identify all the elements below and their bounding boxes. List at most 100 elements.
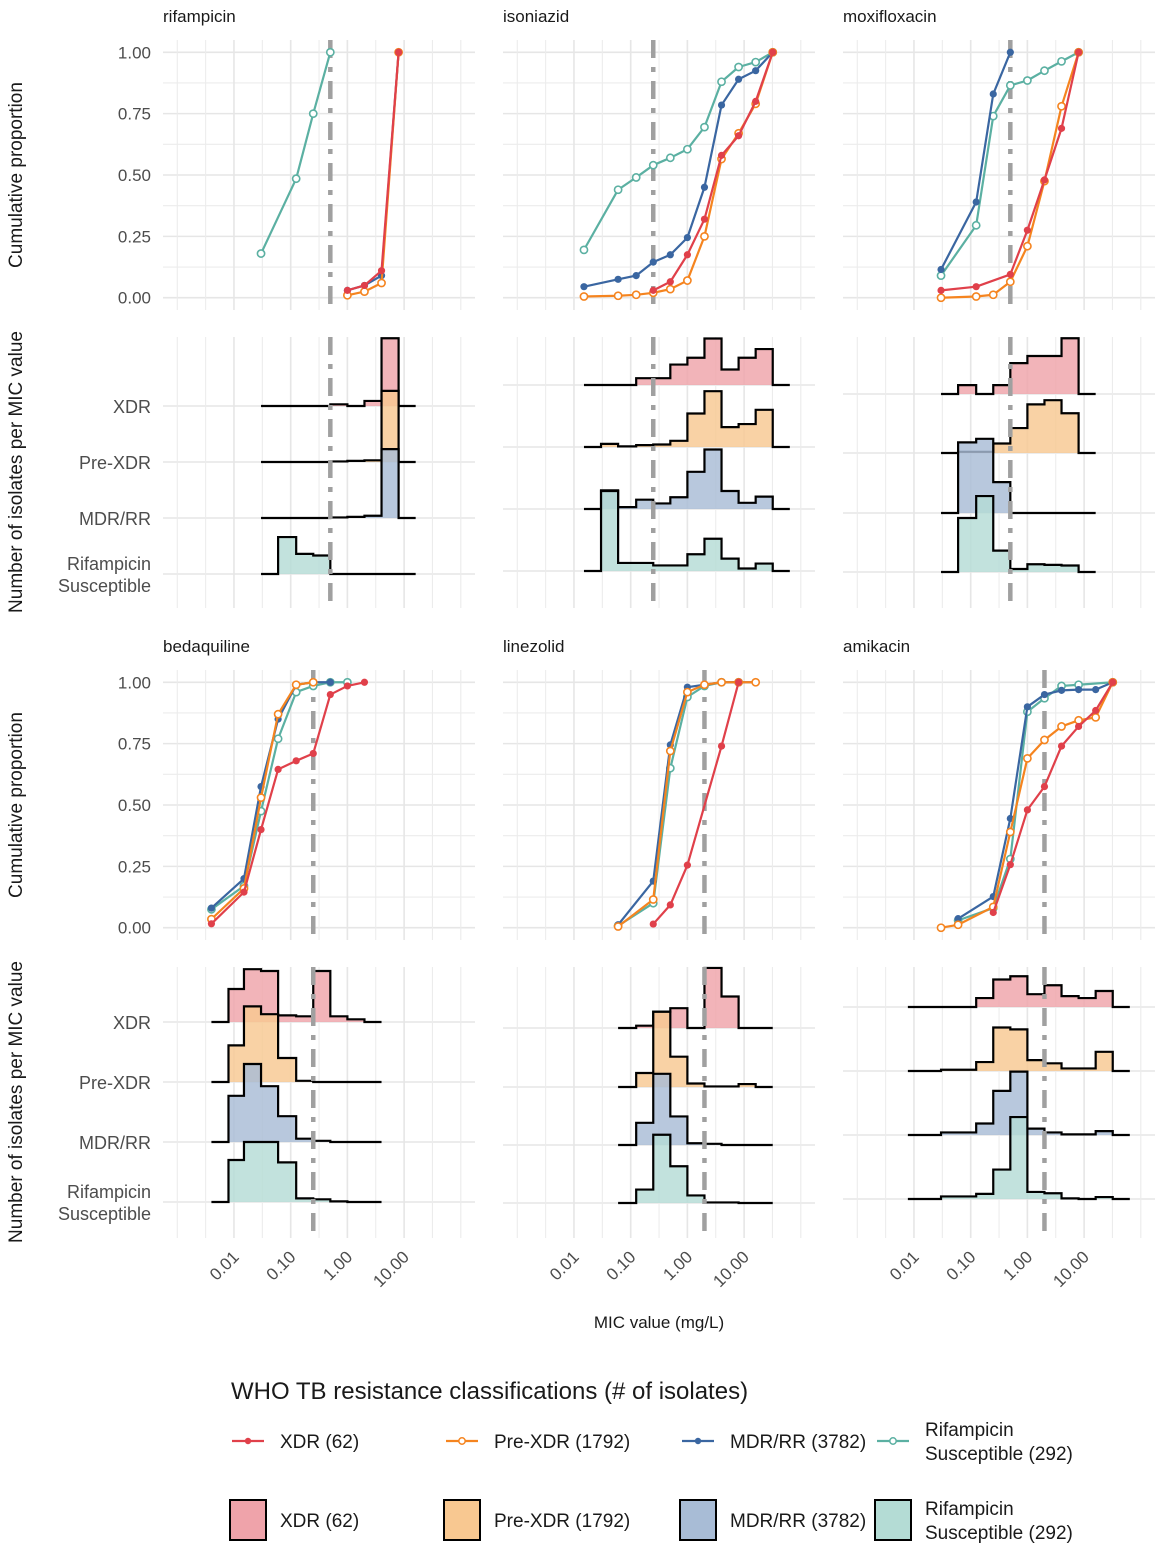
ridge-mdr	[618, 1072, 773, 1147]
data-point-prexdr	[631, 290, 641, 300]
data-point-xdr	[649, 920, 657, 928]
data-point-xdr	[1040, 176, 1049, 184]
data-point-mdr	[666, 251, 674, 259]
ridge-plot	[503, 337, 815, 608]
legend-marker	[458, 1437, 466, 1445]
series-line-rifs	[260, 51, 332, 255]
x-tick-label: 10.00	[709, 1247, 753, 1291]
data-point-prexdr	[377, 278, 386, 288]
ridge-area-rifs	[907, 1117, 1130, 1199]
panel-title: linezolid	[503, 637, 564, 656]
legend-item-fill-xdr: XDR (62)	[229, 1499, 359, 1541]
data-point-mdr	[683, 233, 691, 242]
ridge-category-label: MDR/RR	[79, 509, 151, 529]
data-point-xdr	[1006, 861, 1014, 869]
ridge-outline-prexdr	[261, 389, 416, 464]
gridlines	[503, 40, 815, 310]
ridge-rifs	[261, 535, 416, 576]
data-point-xdr	[717, 742, 726, 750]
data-point-xdr	[395, 48, 403, 56]
x-tick-label: 1.00	[319, 1247, 356, 1284]
ridge-outline-mdr	[211, 1062, 382, 1144]
ridge-area-mdr	[261, 449, 416, 518]
data-point-mdr	[1057, 686, 1066, 694]
ridge-category-label: Pre-XDR	[79, 1073, 151, 1093]
data-point-xdr	[1075, 722, 1083, 731]
ridge-area-mdr	[211, 1064, 382, 1142]
legend-label: MDR/RR (3782)	[730, 1432, 866, 1453]
ridge-mdr	[211, 1062, 382, 1144]
data-point-prexdr	[1005, 277, 1015, 287]
legend-item-line-mdr: MDR/RR (3782)	[682, 1432, 866, 1453]
y-axis-titles: Cumulative proportion Number of isolates…	[6, 82, 27, 1243]
x-tick-label: 0.01	[206, 1247, 243, 1284]
ridge-area-xdr	[907, 976, 1130, 1007]
ridge-outline-xdr	[583, 337, 790, 387]
ridge-area-xdr	[941, 338, 1096, 394]
data-point-xdr	[769, 48, 777, 56]
legend-item-line-prexdr: Pre-XDR (1792)	[446, 1432, 630, 1453]
panel-title: amikacin	[843, 637, 910, 656]
data-point-xdr	[937, 286, 945, 294]
data-point-xdr	[326, 690, 334, 699]
panel-linezolid: linezolid 0.01 0.10 1.00 10.00	[503, 637, 815, 1291]
series-mdr	[343, 48, 403, 294]
legend-label: Rifampicin	[925, 1420, 1014, 1441]
y-tick-label: 0.25	[118, 857, 151, 876]
panel-amikacin: amikacin 0.01 0.10 1.00 10.00	[843, 637, 1155, 1291]
cumulative-plot	[503, 670, 815, 940]
cumulative-plot: 0.00 0.25 0.50 0.75 1.00	[118, 40, 475, 310]
data-point-xdr	[292, 757, 300, 765]
data-point-rifs	[648, 160, 658, 170]
y-axis-title-isolates: Number of isolates per MIC value	[6, 331, 27, 613]
data-point-xdr	[240, 888, 248, 896]
series-xdr	[649, 678, 743, 928]
data-point-mdr	[989, 90, 997, 98]
data-point-xdr	[666, 901, 674, 909]
data-point-prexdr	[971, 292, 981, 301]
ridge-rifs	[211, 1140, 382, 1204]
data-point-mdr	[649, 258, 657, 266]
gridlines	[503, 670, 815, 940]
y-tick-label: 0.25	[118, 227, 151, 246]
data-point-rifs	[751, 57, 761, 67]
ridge-outline-mdr	[618, 1072, 773, 1147]
legend: WHO TB resistance classifications (# of …	[229, 1378, 1073, 1544]
data-point-xdr	[360, 678, 369, 686]
panel-rifampicin: rifampicin 0.00 0.25 0.50 0.75 1.00 XDR Pre-XDR…	[58, 7, 475, 608]
series-line-mdr	[940, 51, 1012, 271]
series-mdr	[937, 48, 1014, 274]
ridge-rifs	[941, 494, 1096, 574]
series-xdr	[207, 678, 369, 928]
data-point-rifs	[613, 185, 623, 195]
ridge-rifs	[583, 489, 790, 573]
series-line-mdr	[347, 52, 400, 292]
legend-item-fill-prexdr: Pre-XDR (1792)	[443, 1499, 630, 1541]
panel-moxifloxacin: moxifloxacin	[843, 7, 1155, 608]
ridge-prexdr	[907, 1026, 1130, 1073]
series-line-prexdr	[347, 52, 400, 297]
ridge-outline-mdr	[261, 448, 416, 520]
data-point-prexdr	[682, 687, 692, 697]
panel-title: bedaquiline	[163, 637, 250, 656]
data-point-prexdr	[1005, 827, 1015, 837]
ridge-outline-rifs	[941, 494, 1096, 574]
ridge-area-prexdr	[261, 390, 416, 462]
ridge-plot	[503, 966, 815, 1238]
ridge-category-label: Pre-XDR	[79, 453, 151, 473]
y-tick-label: 0.50	[118, 166, 151, 185]
ridge-area-mdr	[941, 438, 1096, 513]
data-point-xdr	[257, 825, 265, 834]
data-point-mdr	[1040, 690, 1049, 699]
y-axis-title-cumulative: Cumulative proportion	[6, 712, 27, 898]
ridge-outline-rifs	[583, 489, 790, 573]
x-tick-label: 0.01	[886, 1247, 923, 1284]
data-point-rifs	[1005, 81, 1015, 90]
ridge-outline-xdr	[941, 337, 1096, 396]
data-point-rifs	[308, 109, 318, 119]
ridge-xdr	[583, 337, 790, 387]
data-point-prexdr	[291, 680, 301, 690]
data-point-xdr	[1075, 48, 1083, 56]
legend-label: Susceptible (292)	[925, 1444, 1073, 1465]
